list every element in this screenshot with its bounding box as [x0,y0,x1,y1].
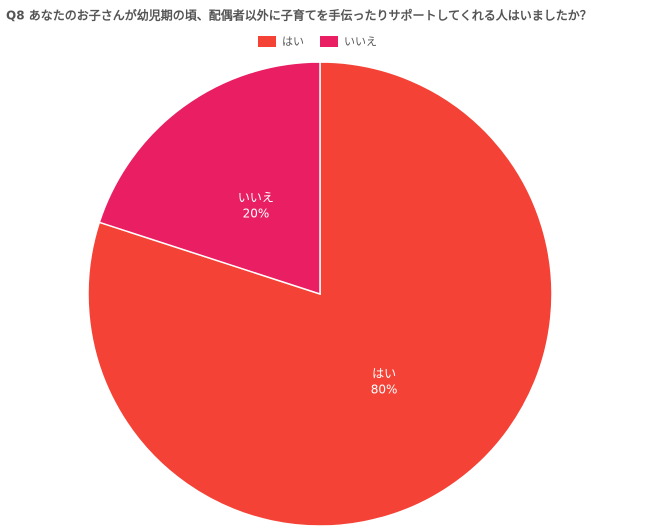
legend-swatch [320,36,338,47]
slice-label: いいえ [238,190,274,204]
legend-label: はい [282,35,304,48]
legend-label: いいえ [344,35,377,48]
pie-slice [98,61,321,296]
pie: はい 80% いいえ 20% [87,61,553,527]
legend-swatch [258,36,276,47]
slice-label: はい [372,367,396,381]
slice-value: 80% [371,383,398,397]
slice-value: 20% [243,206,270,220]
legend: はい いいえ [258,35,377,48]
chart-title: Q8 あなたのお子さんが幼児期の頃、配偶者以外に子育てを手伝ったりサポートしてく… [6,8,592,23]
